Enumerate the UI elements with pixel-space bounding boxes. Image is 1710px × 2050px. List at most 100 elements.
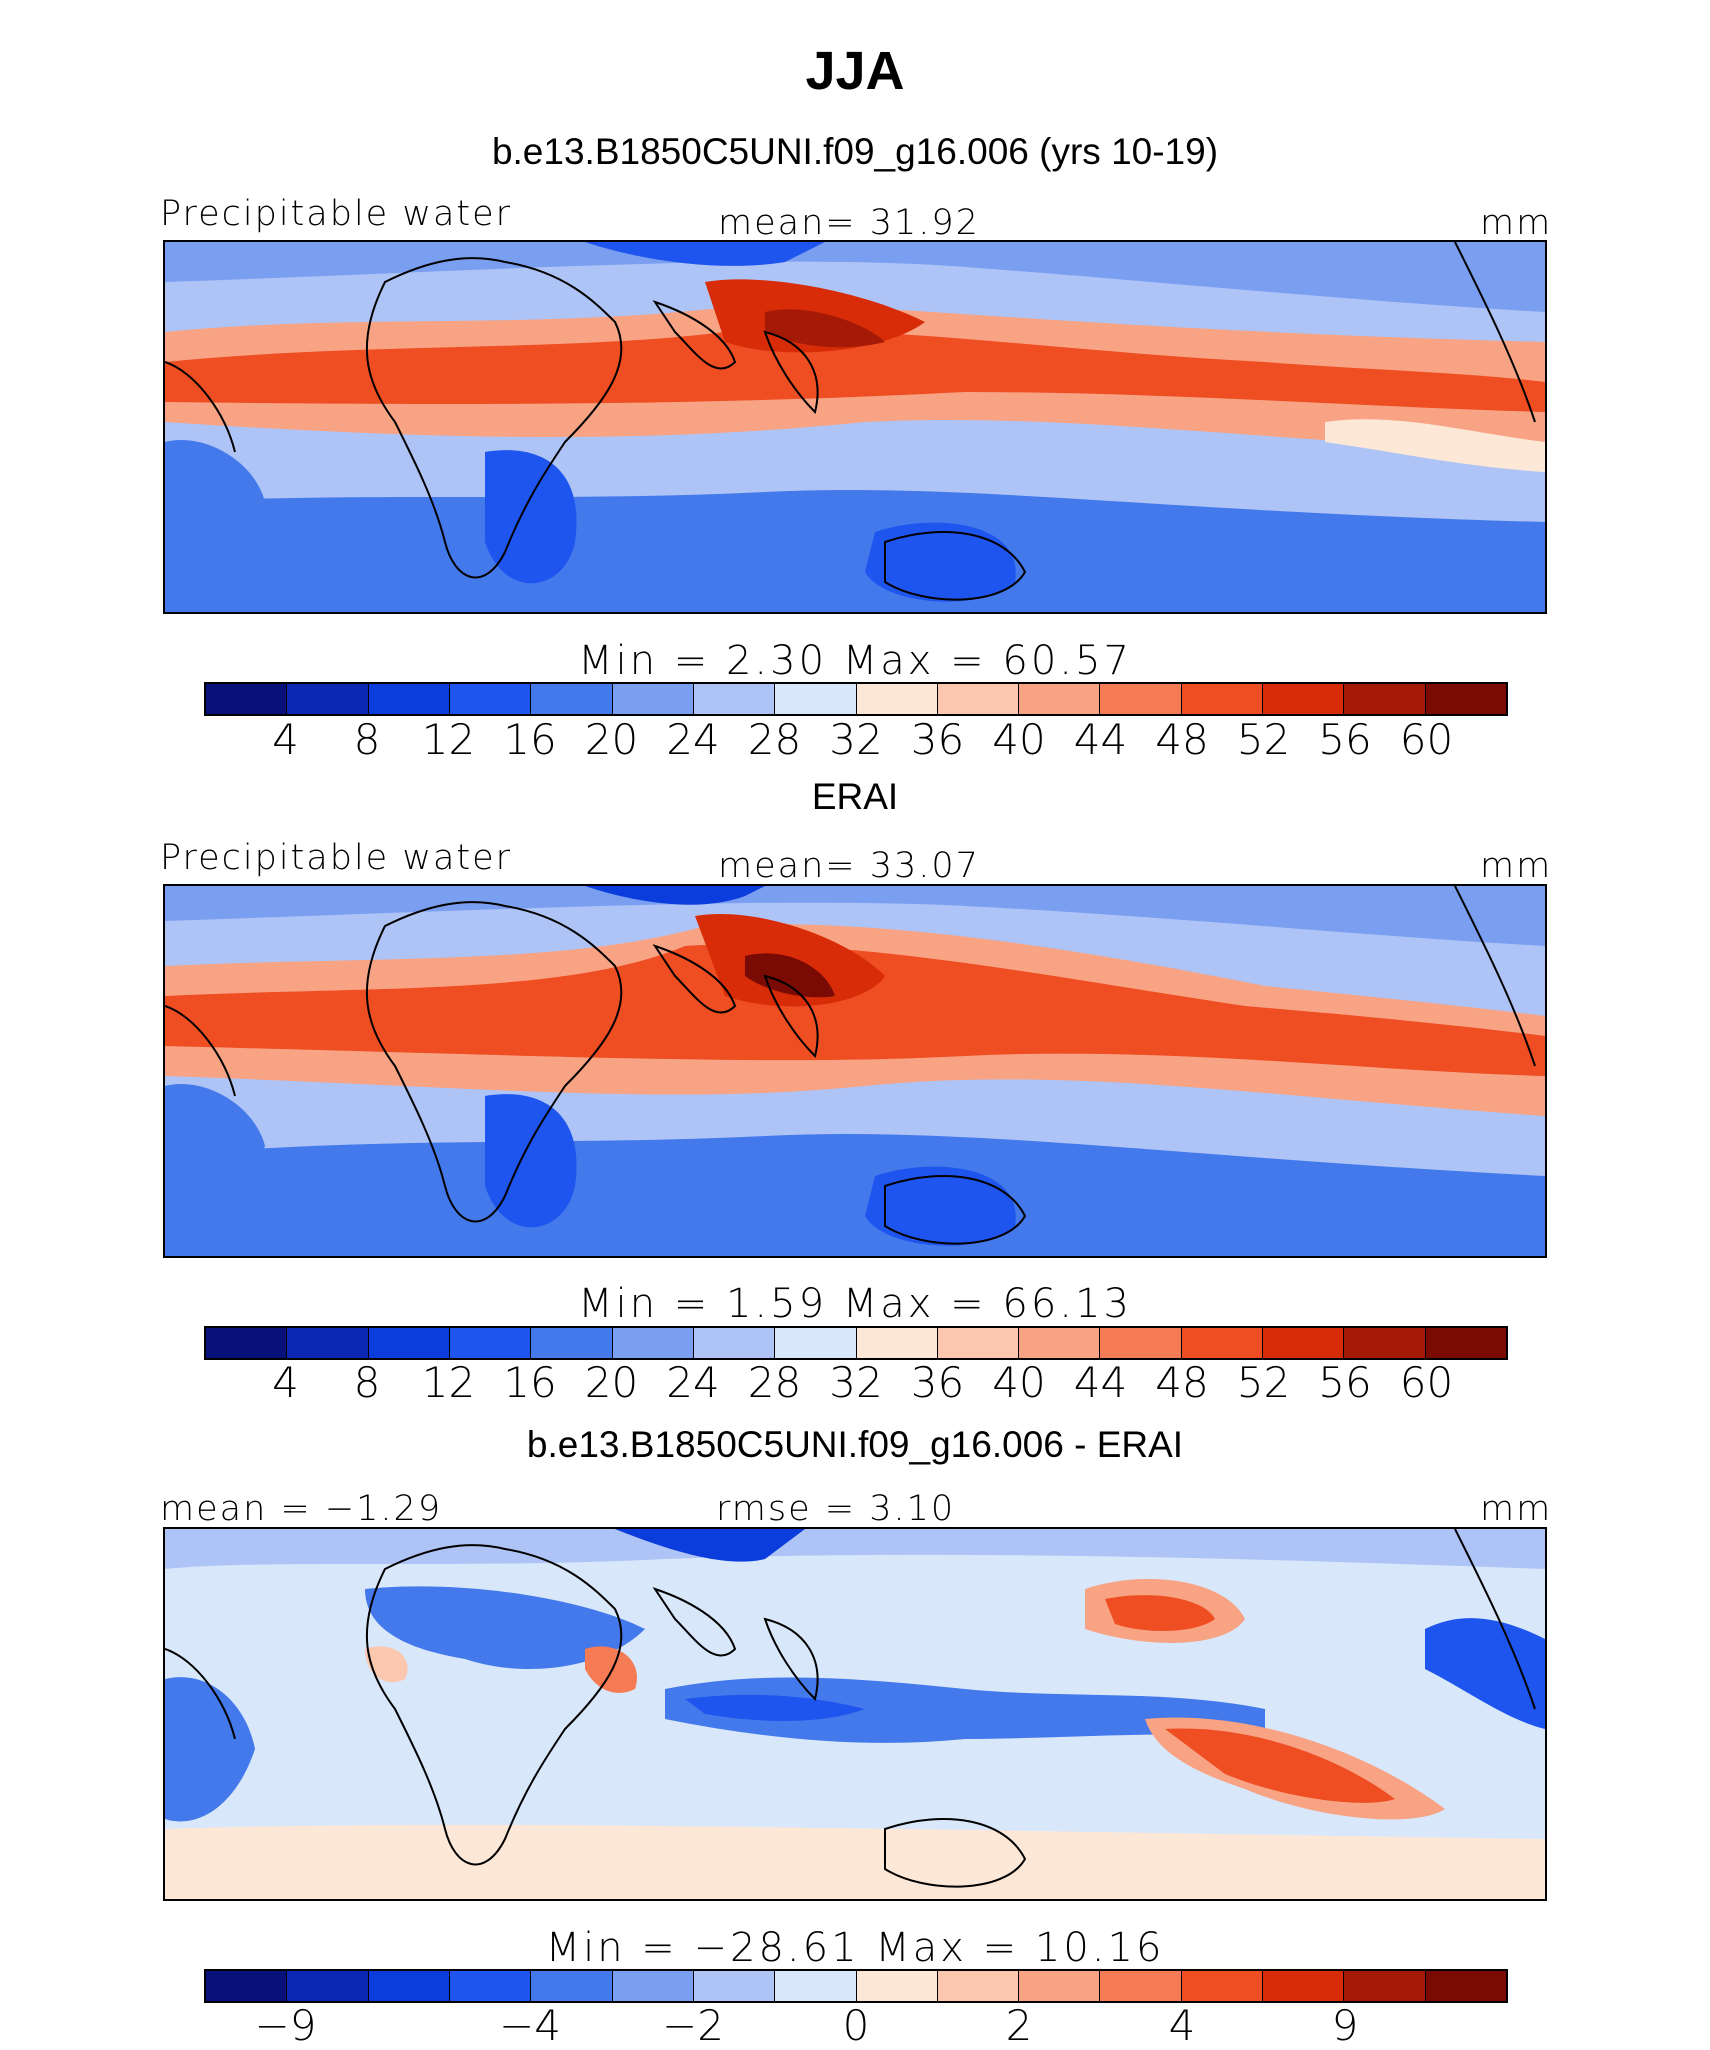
colorbar-swatch <box>775 1328 857 1358</box>
colorbar-swatch <box>206 1971 288 2001</box>
colorbar-swatch <box>856 1328 938 1358</box>
colorbar-swatch <box>775 1971 857 2001</box>
colorbar-tick-label: 16 <box>503 715 557 764</box>
panel-1-title: b.e13.B1850C5UNI.f09_g16.006 (yrs 10-19) <box>491 131 1219 172</box>
panel-1-mean-label: mean= 31.92 <box>718 203 980 243</box>
colorbar-tick-label: 4 <box>1168 2001 1196 2050</box>
panel-1-colorbar <box>204 682 1508 716</box>
colorbar-swatch <box>1181 1328 1264 1358</box>
panel-3-rmse-label: rmse = 3.10 <box>716 1489 956 1529</box>
colorbar-tick-label: 8 <box>353 1358 381 1407</box>
colorbar-swatch <box>937 1971 1020 2001</box>
colorbar-swatch <box>693 684 776 714</box>
colorbar-swatch <box>1100 684 1182 714</box>
colorbar-swatch <box>612 1971 694 2001</box>
panel-2-mean-label: mean= 33.07 <box>718 846 980 886</box>
colorbar-swatch <box>449 684 532 714</box>
colorbar-swatch <box>1100 1328 1182 1358</box>
colorbar-tick-label: 52 <box>1236 1358 1291 1407</box>
colorbar-swatch <box>1263 684 1345 714</box>
colorbar-swatch <box>1019 1328 1101 1358</box>
colorbar-tick-label: 48 <box>1155 715 1209 764</box>
colorbar-tick-label: 20 <box>584 1358 639 1407</box>
colorbar-tick-label: 24 <box>666 1358 720 1407</box>
colorbar-swatch <box>1425 1328 1506 1358</box>
panel-3-colorbar <box>204 1969 1508 2003</box>
colorbar-swatch <box>937 1328 1020 1358</box>
colorbar-swatch <box>775 684 857 714</box>
colorbar-tick-label: 36 <box>910 715 965 764</box>
colorbar-tick-label: 28 <box>747 1358 802 1407</box>
panel-1-units-label: mm <box>1480 203 1553 243</box>
figure-title: JJA <box>805 41 905 101</box>
panel-1-map <box>163 240 1547 614</box>
colorbar-tick-label: 8 <box>353 715 381 764</box>
colorbar-swatch <box>449 1328 532 1358</box>
colorbar-swatch <box>368 1971 450 2001</box>
colorbar-swatch <box>693 1971 776 2001</box>
colorbar-swatch <box>368 1328 450 1358</box>
colorbar-swatch <box>287 684 369 714</box>
colorbar-swatch <box>1019 684 1101 714</box>
panel-2-colorbar <box>204 1326 1508 1360</box>
colorbar-tick-label: 4 <box>272 715 299 764</box>
panel-3-mean-label: mean = −1.29 <box>160 1489 443 1529</box>
colorbar-swatch <box>531 684 613 714</box>
colorbar-tick-label: 4 <box>272 1358 299 1407</box>
panel-2-map <box>163 884 1547 1258</box>
colorbar-swatch <box>612 684 694 714</box>
colorbar-swatch <box>856 684 938 714</box>
panel-2-minmax: Min = 1.59 Max = 66.13 <box>578 1281 1132 1327</box>
panel-3-map <box>163 1527 1547 1901</box>
colorbar-tick-label: −2 <box>662 2001 724 2050</box>
colorbar-tick-label: 40 <box>992 1358 1046 1407</box>
colorbar-tick-label: 12 <box>421 715 476 764</box>
colorbar-tick-label: 52 <box>1236 715 1291 764</box>
colorbar-tick-label: 60 <box>1399 715 1454 764</box>
colorbar-swatch <box>1425 684 1506 714</box>
colorbar-swatch <box>1181 684 1264 714</box>
colorbar-swatch <box>856 1971 938 2001</box>
colorbar-tick-label: 16 <box>503 1358 557 1407</box>
colorbar-swatch <box>531 1971 613 2001</box>
colorbar-swatch <box>1263 1971 1345 2001</box>
colorbar-swatch <box>1344 1328 1426 1358</box>
colorbar-tick-label: 56 <box>1318 715 1372 764</box>
panel-1-minmax: Min = 2.30 Max = 60.57 <box>578 638 1132 684</box>
panel-3-title: b.e13.B1850C5UNI.f09_g16.006 - ERAI <box>526 1424 1184 1465</box>
panel-1-colorbar-ticks: 4 8 12 16 20 24 28 32 36 40 44 48 52 56 60 <box>204 715 1508 764</box>
colorbar-tick-label: 24 <box>666 715 720 764</box>
panel-1-variable-label: Precipitable water <box>160 194 513 234</box>
panel-2-title: ERAI <box>811 776 899 817</box>
colorbar-swatch <box>368 684 450 714</box>
colorbar-swatch <box>1263 1328 1345 1358</box>
colorbar-swatch <box>1181 1971 1264 2001</box>
colorbar-swatch <box>612 1328 694 1358</box>
colorbar-tick-label: 20 <box>584 715 639 764</box>
colorbar-swatch <box>937 684 1020 714</box>
colorbar-tick-label: −4 <box>499 2001 561 2050</box>
colorbar-tick-label: 9 <box>1331 2001 1359 2050</box>
panel-2-colorbar-ticks: 4 8 12 16 20 24 28 32 36 40 44 48 52 56 60 <box>204 1358 1508 1407</box>
colorbar-swatch <box>287 1971 369 2001</box>
colorbar-tick-label: 32 <box>829 1358 883 1407</box>
colorbar-tick-label: −9 <box>254 2001 317 2050</box>
colorbar-swatch <box>1425 1971 1506 2001</box>
colorbar-swatch <box>287 1328 369 1358</box>
colorbar-swatch <box>1100 1971 1182 2001</box>
colorbar-tick-label: 32 <box>829 715 883 764</box>
colorbar-tick-label: 2 <box>1005 2001 1033 2050</box>
colorbar-tick-label: 60 <box>1399 1358 1454 1407</box>
panel-3-units-label: mm <box>1480 1489 1553 1529</box>
colorbar-swatch <box>1019 1971 1101 2001</box>
colorbar-tick-label: 12 <box>421 1358 476 1407</box>
colorbar-tick-label: 40 <box>992 715 1046 764</box>
panel-2-variable-label: Precipitable water <box>160 838 513 878</box>
panel-3-colorbar-ticks: −9 −4 −2 0 2 4 9 <box>204 2001 1508 2050</box>
colorbar-swatch <box>206 684 288 714</box>
colorbar-tick-label: 44 <box>1073 1358 1128 1407</box>
colorbar-tick-label: 36 <box>910 1358 965 1407</box>
colorbar-swatch <box>449 1971 532 2001</box>
colorbar-tick-label: 48 <box>1155 1358 1209 1407</box>
colorbar-tick-label: 0 <box>842 2001 870 2050</box>
